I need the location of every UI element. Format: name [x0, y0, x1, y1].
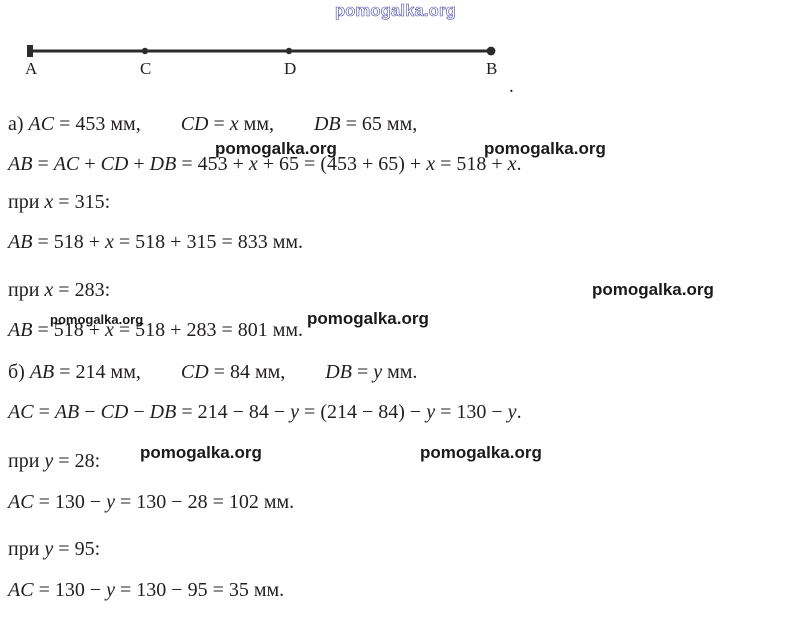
svg-text:B: B	[486, 59, 497, 76]
svg-text:A: A	[25, 59, 38, 76]
svg-text:C: C	[140, 59, 151, 76]
svg-text:D: D	[284, 59, 296, 76]
